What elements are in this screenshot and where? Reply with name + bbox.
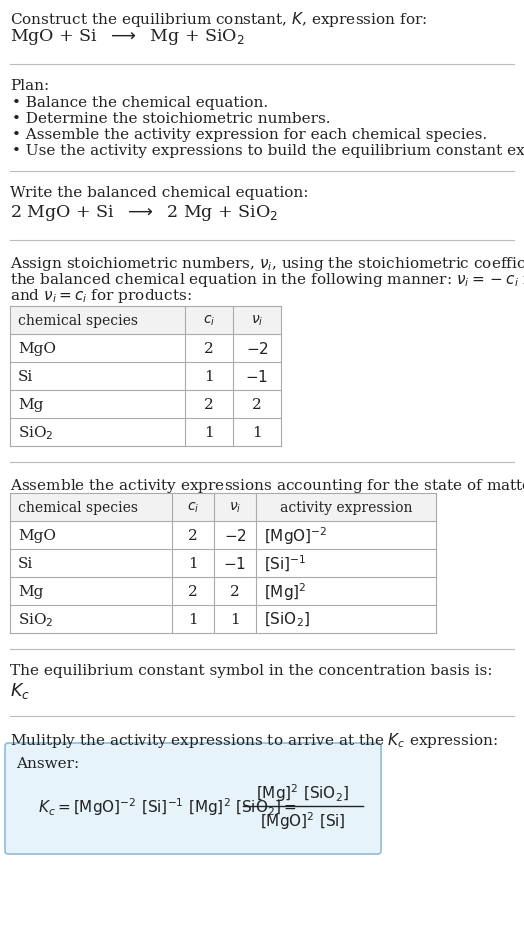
Text: $K_c$: $K_c$ [10,681,30,701]
Text: 2: 2 [204,398,214,411]
Text: Si: Si [18,556,33,570]
Bar [10,363,281,390]
Text: $-1$: $-1$ [245,368,268,385]
Text: $-2$: $-2$ [246,341,268,357]
Bar [10,578,436,605]
Bar [10,522,436,549]
Text: The equilibrium constant symbol in the concentration basis is:: The equilibrium constant symbol in the c… [10,664,493,677]
Text: $-1$: $-1$ [224,555,246,571]
Bar [10,493,436,522]
Text: MgO: MgO [18,528,56,543]
Text: 1: 1 [230,612,240,626]
Text: MgO: MgO [18,342,56,356]
Text: 2: 2 [204,342,214,356]
Text: $c_i$: $c_i$ [187,500,199,515]
Text: $[\mathrm{MgO}]^{-2}$: $[\mathrm{MgO}]^{-2}$ [264,525,328,546]
Text: • Use the activity expressions to build the equilibrium constant expression.: • Use the activity expressions to build … [12,144,524,158]
Text: Mg: Mg [18,585,43,599]
Text: $K_c = [\mathrm{MgO}]^{-2}\ [\mathrm{Si}]^{-1}\ [\mathrm{Mg}]^2\ [\mathrm{SiO_2}: $K_c = [\mathrm{MgO}]^{-2}\ [\mathrm{Si}… [38,795,297,817]
Text: Assemble the activity expressions accounting for the state of matter and $\nu_i$: Assemble the activity expressions accoun… [10,477,524,494]
Bar [10,419,281,446]
Text: chemical species: chemical species [18,501,138,514]
Text: SiO$_2$: SiO$_2$ [18,610,53,628]
Text: $\nu_i$: $\nu_i$ [229,500,241,515]
Text: SiO$_2$: SiO$_2$ [18,424,53,442]
Text: Mulitply the activity expressions to arrive at the $K_c$ expression:: Mulitply the activity expressions to arr… [10,730,498,749]
Text: Assign stoichiometric numbers, $\nu_i$, using the stoichiometric coefficients, $: Assign stoichiometric numbers, $\nu_i$, … [10,255,524,272]
Text: Si: Si [18,369,33,384]
Text: activity expression: activity expression [280,501,412,514]
Text: $[\mathrm{SiO_2}]$: $[\mathrm{SiO_2}]$ [264,610,310,628]
Text: Construct the equilibrium constant, $K$, expression for:: Construct the equilibrium constant, $K$,… [10,10,427,29]
Text: 1: 1 [188,556,198,570]
Text: MgO + Si  $\longrightarrow$  Mg + SiO$_2$: MgO + Si $\longrightarrow$ Mg + SiO$_2$ [10,27,245,47]
Text: $[\mathrm{Si}]^{-1}$: $[\mathrm{Si}]^{-1}$ [264,553,307,573]
Text: Plan:: Plan: [10,79,49,93]
Text: 1: 1 [204,369,214,384]
Text: 1: 1 [252,426,262,440]
Text: $[\mathrm{MgO}]^2\ [\mathrm{Si}]$: $[\mathrm{MgO}]^2\ [\mathrm{Si}]$ [260,809,346,831]
Text: $\nu_i$: $\nu_i$ [251,313,263,327]
Text: $-2$: $-2$ [224,527,246,544]
Text: • Determine the stoichiometric numbers.: • Determine the stoichiometric numbers. [12,112,331,126]
Text: 2: 2 [230,585,240,599]
Text: Answer:: Answer: [16,756,79,770]
Bar [10,549,436,578]
Text: Write the balanced chemical equation:: Write the balanced chemical equation: [10,186,309,200]
Bar [10,605,436,633]
Text: Mg: Mg [18,398,43,411]
Text: • Balance the chemical equation.: • Balance the chemical equation. [12,96,268,109]
Text: 2: 2 [188,528,198,543]
Text: 2: 2 [252,398,262,411]
Text: 2: 2 [188,585,198,599]
Text: and $\nu_i = c_i$ for products:: and $\nu_i = c_i$ for products: [10,287,192,305]
Bar [10,307,281,335]
Text: chemical species: chemical species [18,313,138,327]
Text: • Assemble the activity expression for each chemical species.: • Assemble the activity expression for e… [12,128,487,142]
Bar [10,390,281,419]
FancyBboxPatch shape [5,744,381,854]
Text: $c_i$: $c_i$ [203,313,215,327]
Bar [10,335,281,363]
Text: $[\mathrm{Mg}]^2$: $[\mathrm{Mg}]^2$ [264,581,307,603]
Text: 1: 1 [204,426,214,440]
Text: the balanced chemical equation in the following manner: $\nu_i = -c_i$ for react: the balanced chemical equation in the fo… [10,270,524,288]
Text: 2 MgO + Si  $\longrightarrow$  2 Mg + SiO$_2$: 2 MgO + Si $\longrightarrow$ 2 Mg + SiO$… [10,203,278,223]
Text: $[\mathrm{Mg}]^2\ [\mathrm{SiO_2}]$: $[\mathrm{Mg}]^2\ [\mathrm{SiO_2}]$ [256,782,350,803]
Text: 1: 1 [188,612,198,626]
